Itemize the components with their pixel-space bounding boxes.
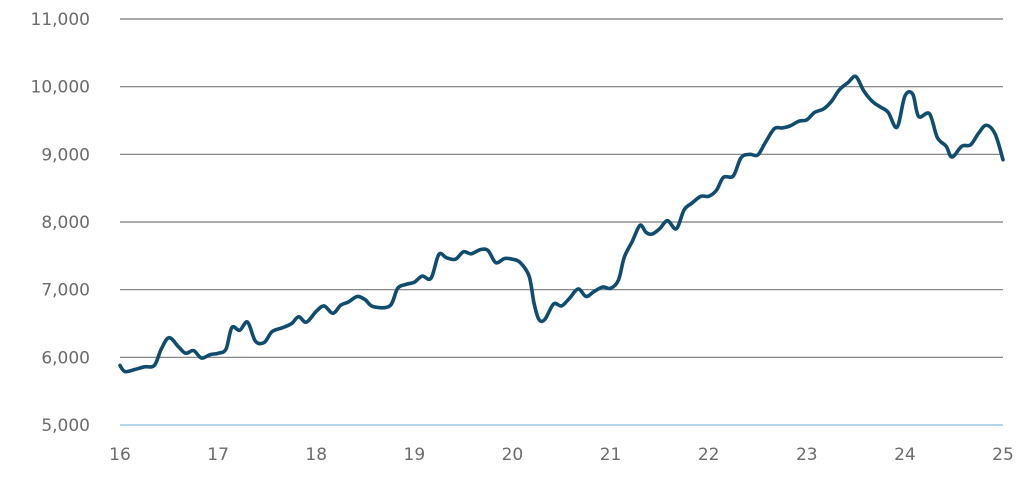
x-tick-label: 16 <box>109 445 131 465</box>
y-tick-label: 8,000 <box>41 213 90 233</box>
y-tick-label: 7,000 <box>41 281 90 301</box>
gridlines <box>120 18 1003 426</box>
series-line-0 <box>118 74 1005 374</box>
y-axis-tick-labels: 5,000 6,000 7,000 8,000 9,000 10,000 11,000 <box>31 10 90 436</box>
x-tick-label: 25 <box>992 445 1014 465</box>
x-axis-tick-labels: 16 17 18 19 20 21 22 23 24 25 <box>109 445 1014 465</box>
y-tick-label: 11,000 <box>31 10 90 30</box>
x-tick-label: 22 <box>698 445 720 465</box>
y-tick-label: 5,000 <box>41 416 90 436</box>
y-tick-label: 6,000 <box>41 348 90 368</box>
x-tick-label: 19 <box>404 445 426 465</box>
series-layer <box>118 74 1005 374</box>
x-tick-label: 17 <box>207 445 229 465</box>
x-tick-label: 23 <box>796 445 818 465</box>
x-tick-label: 21 <box>600 445 622 465</box>
x-tick-label: 20 <box>502 445 524 465</box>
x-tick-label: 24 <box>894 445 916 465</box>
y-tick-label: 10,000 <box>31 78 90 98</box>
x-tick-label: 18 <box>305 445 327 465</box>
y-tick-label: 9,000 <box>41 145 90 165</box>
